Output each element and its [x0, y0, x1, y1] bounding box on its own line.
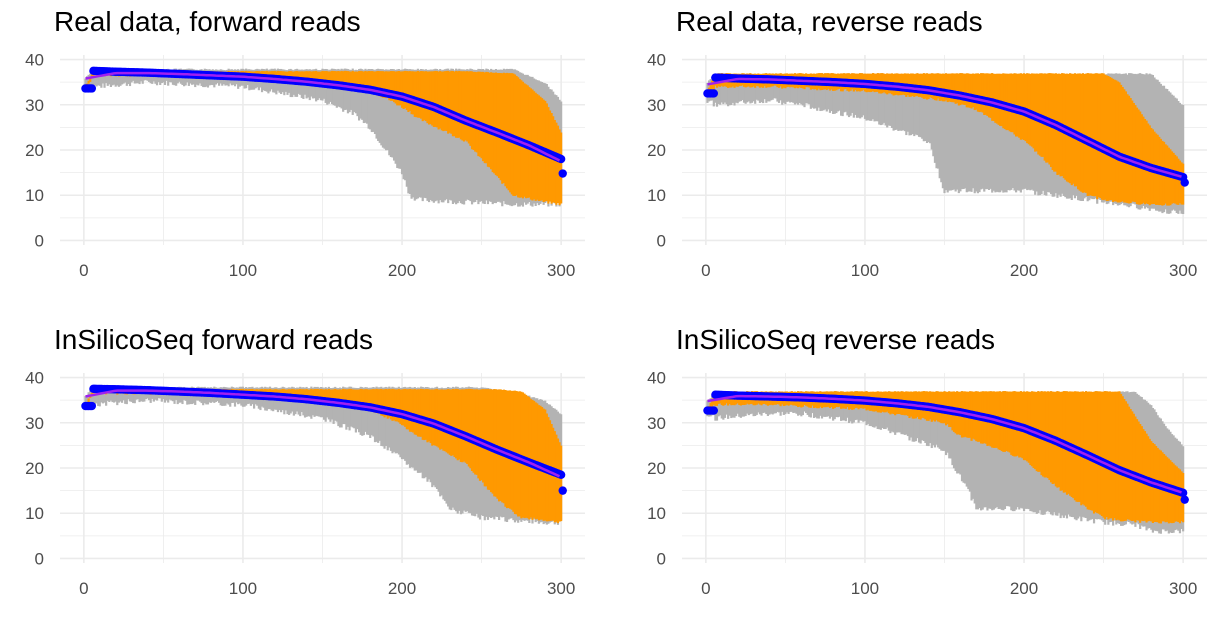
y-tick-label: 40 [647, 369, 666, 388]
y-tick-label: 10 [647, 186, 666, 205]
x-tick-label: 200 [1010, 261, 1038, 280]
y-tick-label: 10 [25, 186, 44, 205]
x-tick-label: 100 [229, 261, 257, 280]
chart-plot: 0 10 20 30 40 0 100 200 300 [647, 369, 1207, 598]
smooth-line [707, 394, 1182, 494]
mean-point-last [558, 169, 567, 178]
x-tick-label: 300 [547, 261, 575, 280]
mean-point-last [558, 486, 567, 495]
chart-plot: 0 10 20 30 40 0 100 200 300 [25, 369, 585, 598]
y-tick-label: 10 [647, 504, 666, 523]
y-tick-label: 0 [657, 231, 666, 250]
y-tick-label: 0 [35, 231, 44, 250]
chart-panel-insilico-reverse: InSilicoSeq reverse reads 0 10 20 30 40 0 100 2… [622, 318, 1222, 618]
x-tick-label: 200 [388, 579, 416, 598]
chart-panel-real-reverse: Real data, reverse reads 0 10 20 30 40 0 100 20… [622, 0, 1222, 300]
mean-point [1178, 488, 1188, 498]
x-tick-label: 100 [229, 579, 257, 598]
chart-plot: 0 10 20 30 40 0 100 200 300 [647, 51, 1207, 280]
smooth-line [85, 71, 561, 162]
y-tick-label: 30 [647, 96, 666, 115]
x-tick-label: 300 [547, 579, 575, 598]
smooth-line [707, 77, 1182, 178]
x-tick-label: 200 [1010, 579, 1038, 598]
y-tick-label: 0 [657, 549, 666, 568]
x-tick-label: 100 [851, 261, 879, 280]
y-tick-label: 40 [25, 51, 44, 70]
y-tick-label: 30 [25, 414, 44, 433]
x-tick-label: 100 [851, 579, 879, 598]
x-tick-label: 200 [388, 261, 416, 280]
x-tick-label: 0 [701, 579, 710, 598]
chart-title: InSilicoSeq reverse reads [676, 324, 996, 355]
y-tick-label: 10 [25, 504, 44, 523]
chart-panel-insilico-forward: InSilicoSeq forward reads 0 10 20 30 40 0 100 2… [0, 318, 600, 618]
x-tick-label: 300 [1169, 579, 1197, 598]
chart-panel-real-forward: Real data, forward reads 0 10 20 30 40 0 100 20… [0, 0, 600, 300]
smooth-line [85, 389, 561, 478]
y-tick-label: 30 [25, 96, 44, 115]
x-tick-label: 0 [79, 261, 88, 280]
mean-point-last [1180, 495, 1189, 504]
x-tick-label: 0 [701, 261, 710, 280]
mean-point [709, 406, 719, 415]
chart-title: Real data, forward reads [54, 6, 361, 37]
y-tick-label: 0 [35, 549, 44, 568]
y-tick-label: 40 [647, 51, 666, 70]
chart-title: InSilicoSeq forward reads [54, 324, 374, 355]
y-tick-label: 40 [25, 369, 44, 388]
x-tick-label: 0 [79, 579, 88, 598]
x-tick-label: 300 [1169, 261, 1197, 280]
y-tick-label: 20 [647, 459, 666, 478]
mean-point [87, 84, 97, 93]
y-tick-label: 20 [25, 141, 44, 160]
mean-point [709, 89, 719, 98]
mean-point [87, 401, 97, 411]
mean-point-last [1180, 178, 1189, 187]
chart-title: Real data, reverse reads [676, 6, 983, 37]
y-tick-label: 20 [25, 459, 44, 478]
y-tick-label: 30 [647, 414, 666, 433]
y-tick-label: 20 [647, 141, 666, 160]
chart-plot: 0 10 20 30 40 0 100 200 300 [25, 51, 585, 280]
